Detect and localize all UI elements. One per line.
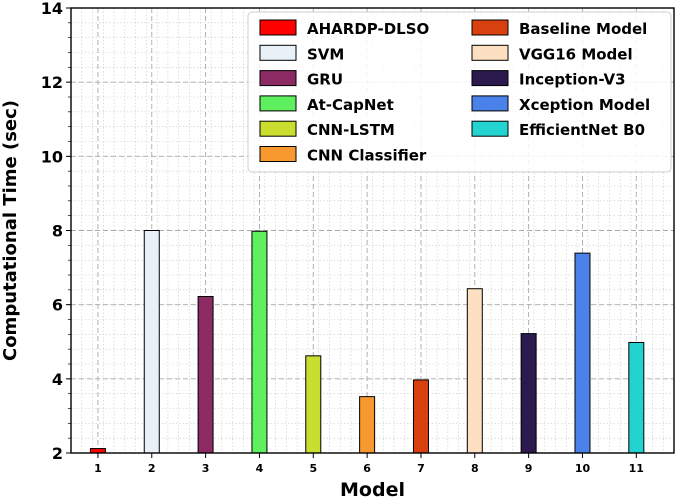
- legend-label: EfficientNet B0: [519, 121, 645, 139]
- legend-label: AHARDP-DLSO: [307, 20, 429, 38]
- legend-swatch: [259, 95, 297, 112]
- y-axis-title: Computational Time (sec): [0, 100, 21, 361]
- x-tick-label: 7: [417, 462, 425, 475]
- legend-label: Xception Model: [519, 96, 650, 114]
- legend-swatch: [471, 19, 509, 36]
- bar-cnn-classifier: [359, 396, 376, 454]
- legend-label: CNN-LSTM: [307, 121, 395, 139]
- legend-label: Baseline Model: [519, 20, 647, 38]
- legend-label: Inception-V3: [519, 71, 626, 89]
- y-tick-label: 2: [52, 444, 63, 463]
- bar-at-capnet: [251, 230, 268, 454]
- legend-swatch: [471, 120, 509, 137]
- x-tick-label: 4: [256, 462, 264, 475]
- legend-label: At-CapNet: [307, 96, 394, 114]
- x-tick-label: 10: [575, 462, 591, 475]
- bar-svm: [143, 230, 160, 454]
- legend-swatch: [471, 95, 509, 112]
- y-tick-label: 14: [41, 0, 63, 18]
- x-tick-label: 9: [525, 462, 533, 475]
- bar-xception-model: [574, 252, 591, 454]
- legend-label: SVM: [307, 45, 344, 63]
- legend-swatch: [259, 120, 297, 137]
- bars: [89, 230, 645, 454]
- x-tick-label: 1: [94, 462, 102, 475]
- legend: AHARDP-DLSO SVM GRU At-CapNet CNN-LSTM CNN Cl…: [247, 11, 672, 173]
- x-tick-label: 6: [363, 462, 371, 475]
- bar-baseline-model: [412, 379, 429, 454]
- legend-swatch: [471, 70, 509, 87]
- x-tick-label: 5: [309, 462, 317, 475]
- y-tick-label: 6: [52, 296, 63, 315]
- legend-swatch: [471, 44, 509, 61]
- y-tick-label: 10: [41, 147, 63, 166]
- y-tick-label: 8: [52, 222, 63, 241]
- legend-swatch: [259, 70, 297, 87]
- y-tick-label: 12: [41, 73, 63, 92]
- bar-inception-v3: [520, 333, 537, 454]
- x-tick-label: 3: [202, 462, 210, 475]
- bar-cnn-lstm: [305, 355, 322, 454]
- bar-vgg16-model: [466, 288, 483, 454]
- legend-box: [247, 11, 672, 173]
- legend-label: GRU: [307, 71, 343, 89]
- bar-gru: [197, 296, 214, 454]
- legend-label: VGG16 Model: [519, 45, 633, 63]
- y-tick-label: 4: [52, 370, 63, 389]
- legend-swatch: [259, 146, 297, 162]
- x-tick-label: 8: [471, 462, 479, 475]
- bar-efficientnet-b0: [628, 341, 645, 454]
- legend-swatch: [259, 44, 297, 61]
- x-tick-label: 11: [629, 462, 644, 475]
- x-axis-title: Model: [340, 479, 405, 497]
- legend-swatch: [259, 19, 297, 36]
- legend-label: CNN Classifier: [307, 147, 427, 165]
- x-tick-label: 2: [148, 462, 156, 475]
